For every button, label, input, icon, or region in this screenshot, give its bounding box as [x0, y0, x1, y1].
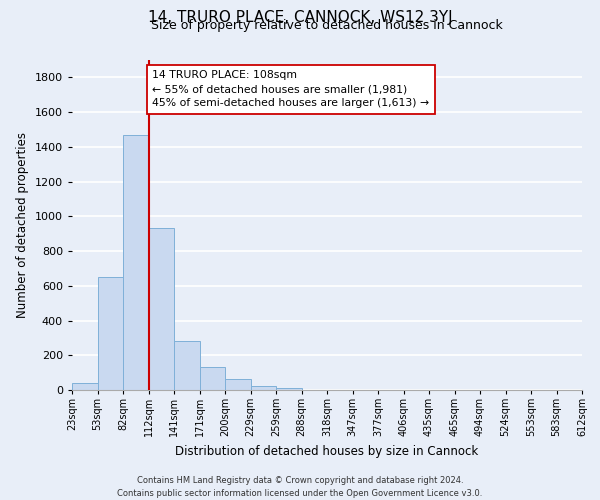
Bar: [174, 340, 199, 390]
Y-axis label: Number of detached properties: Number of detached properties: [16, 132, 29, 318]
Bar: [72, 383, 97, 390]
Bar: [276, 388, 302, 390]
Text: Contains HM Land Registry data © Crown copyright and database right 2024.
Contai: Contains HM Land Registry data © Crown c…: [118, 476, 482, 498]
Bar: [149, 228, 174, 390]
Bar: [251, 386, 276, 390]
Text: 14, TRURO PLACE, CANNOCK, WS12 3YJ: 14, TRURO PLACE, CANNOCK, WS12 3YJ: [148, 10, 452, 25]
Text: 14 TRURO PLACE: 108sqm
← 55% of detached houses are smaller (1,981)
45% of semi-: 14 TRURO PLACE: 108sqm ← 55% of detached…: [152, 70, 430, 108]
Bar: [199, 368, 225, 390]
Bar: [97, 277, 123, 390]
Bar: [225, 378, 251, 390]
Title: Size of property relative to detached houses in Cannock: Size of property relative to detached ho…: [151, 20, 503, 32]
Bar: [123, 134, 149, 390]
X-axis label: Distribution of detached houses by size in Cannock: Distribution of detached houses by size …: [175, 444, 479, 458]
